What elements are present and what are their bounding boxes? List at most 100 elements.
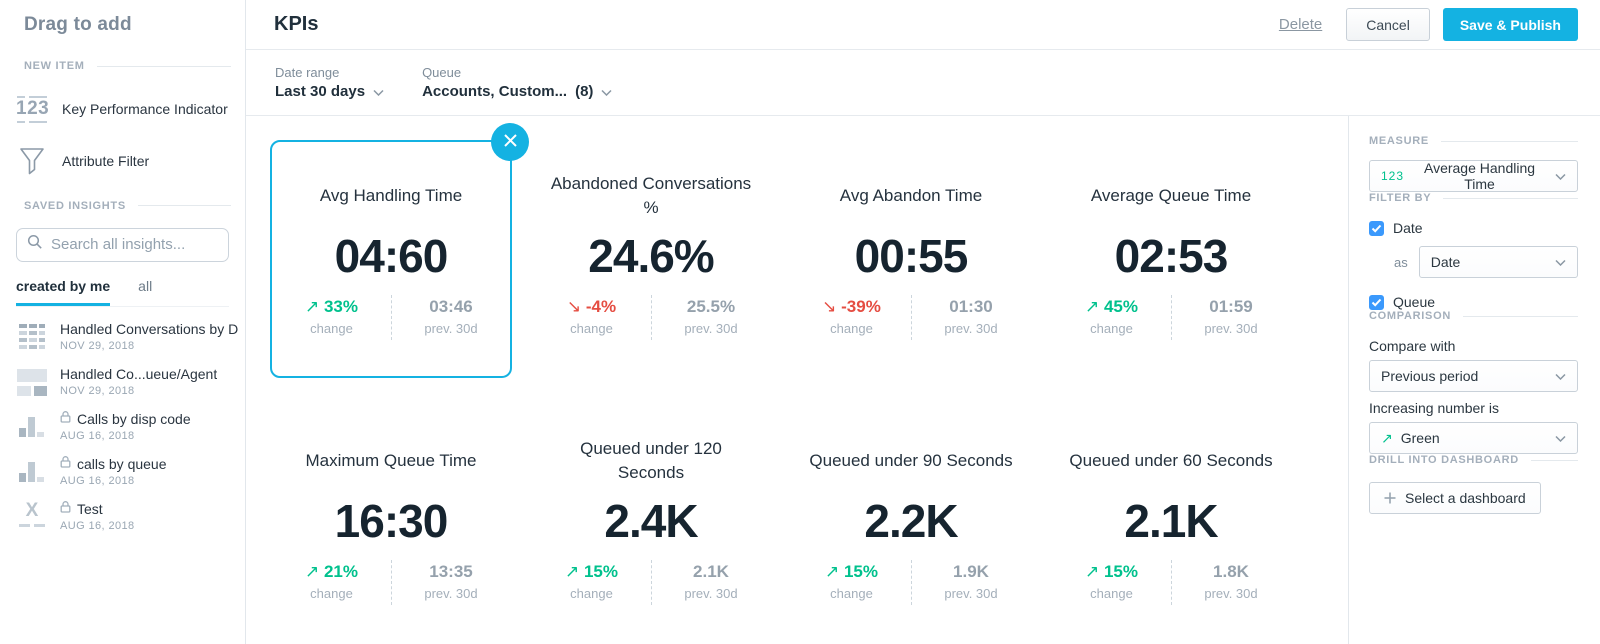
kpi-value: 00:55 — [854, 230, 969, 282]
kpi-previous: 01:30 prev. 30d — [911, 295, 1030, 341]
insight-date: NOV 29, 2018 — [60, 384, 135, 397]
plus-icon — [1384, 492, 1396, 504]
queue-filter-toggle[interactable]: Queue — [1369, 294, 1578, 310]
insight-tabs: created by me all — [16, 278, 229, 307]
kpi-change: ↗ 21% change — [304, 562, 358, 602]
kpi-123-icon: 123 — [16, 96, 49, 123]
config-panel: MEASURE 123 Average Handling Time FILTER… — [1348, 116, 1600, 644]
insight-item[interactable]: Calls by disp code AUG 16, 2018 — [16, 411, 239, 443]
kpi-card-abandoned-conversations[interactable]: Abandoned Conversations % 24.6% ↘ -4% ch… — [530, 140, 772, 378]
chevron-down-icon — [601, 83, 612, 100]
insight-item[interactable]: calls by queue AUG 16, 2018 — [16, 456, 239, 488]
trend-arrow-icon: ↗ — [1084, 297, 1100, 317]
trend-arrow-icon: ↗ — [304, 562, 320, 582]
kpi-card-avg-abandon-time[interactable]: Avg Abandon Time 00:55 ↘ -39% change 01:… — [790, 140, 1032, 378]
insight-item[interactable]: Handled Co...ueue/Agent NOV 29, 2018 — [16, 366, 239, 398]
new-item-kpi[interactable]: 123 Key Performance Indicator — [16, 96, 229, 123]
date-filter-checkbox[interactable] — [1369, 220, 1384, 236]
kpi-title: Avg Handling Time — [319, 186, 463, 206]
kpi-value: 2.4K — [604, 495, 698, 547]
kpi-change: ↗ 33% change — [304, 297, 358, 337]
measure-dropdown[interactable]: 123 Average Handling Time — [1369, 160, 1578, 192]
filter-count: (8) — [575, 83, 594, 100]
kpi-previous: 1.8K prev. 30d — [1171, 560, 1290, 606]
kpi-previous: 03:46 prev. 30d — [391, 295, 510, 341]
trend-arrow-icon: ↗ — [304, 297, 320, 317]
x-dashes-icon: X — [16, 500, 48, 533]
kpi-card-queued-under-120[interactable]: Queued under 120 Seconds 2.4K ↗ 15% chan… — [530, 405, 772, 643]
new-item-kpi-label: Key Performance Indicator — [62, 101, 228, 118]
insight-search — [16, 227, 229, 262]
headline-icon — [16, 366, 48, 398]
bar-chart-icon — [16, 411, 48, 443]
kpi-title: Avg Abandon Time — [839, 186, 983, 206]
new-item-attribute-filter[interactable]: Attribute Filter — [16, 147, 229, 176]
page-title: KPIs — [274, 13, 319, 35]
dashboard-canvas: Avg Handling Time 04:60 ↗ 33% change 03:… — [246, 116, 1348, 644]
delete-button[interactable]: Delete — [1278, 16, 1323, 33]
kpi-card-average-queue-time[interactable]: Average Queue Time 02:53 ↗ 45% change 01… — [1050, 140, 1292, 378]
filter-label: Date range — [275, 65, 340, 80]
kpi-change: ↗ 45% change — [1084, 297, 1138, 337]
table-icon — [16, 321, 48, 353]
filter-value: Accounts, Custom... — [422, 83, 568, 100]
drill-heading: DRILL INTO DASHBOARD — [1369, 454, 1578, 466]
date-granularity-dropdown[interactable]: Date — [1418, 246, 1578, 278]
chevron-down-icon — [1555, 435, 1566, 442]
measure-value: Average Handling Time — [1423, 160, 1536, 192]
kpi-title: Queued under 120 Seconds — [580, 439, 722, 482]
kpi-change: ↗ 15% change — [564, 562, 618, 602]
increasing-number-value: Green — [1400, 430, 1440, 446]
select-dashboard-button[interactable]: Select a dashboard — [1369, 482, 1541, 514]
compare-with-dropdown[interactable]: Previous period — [1369, 360, 1578, 392]
search-input[interactable] — [51, 236, 218, 254]
bar-chart-icon — [16, 456, 48, 488]
insight-date: AUG 16, 2018 — [60, 519, 135, 532]
kpi-card-queued-under-90[interactable]: Queued under 90 Seconds 2.2K ↗ 15% chang… — [790, 405, 1032, 643]
tab-created-by-me[interactable]: created by me — [16, 278, 111, 306]
insight-date: AUG 16, 2018 — [60, 429, 135, 442]
date-granularity-value: Date — [1430, 254, 1461, 270]
cancel-button[interactable]: Cancel — [1346, 8, 1430, 41]
date-filter-toggle[interactable]: Date — [1369, 220, 1578, 236]
increasing-number-label: Increasing number is — [1369, 400, 1499, 416]
queue-filter[interactable]: Queue Accounts, Custom... (8) — [422, 65, 612, 100]
saved-insights-heading: SAVED INSIGHTS — [24, 200, 231, 212]
queue-filter-checkbox[interactable] — [1369, 294, 1384, 310]
filter-label: Queue — [422, 65, 462, 80]
kpi-card-maximum-queue-time[interactable]: Maximum Queue Time 16:30 ↗ 21% change 13… — [270, 405, 512, 643]
kpi-card-queued-under-60[interactable]: Queued under 60 Seconds 2.1K ↗ 15% chang… — [1050, 405, 1292, 643]
chevron-down-icon — [373, 83, 384, 100]
remove-widget-button[interactable] — [491, 123, 529, 161]
comparison-heading: COMPARISON — [1369, 310, 1578, 322]
tab-all[interactable]: all — [138, 277, 153, 294]
new-item-attribute-filter-label: Attribute Filter — [62, 153, 150, 170]
kpi-card-avg-handling-time[interactable]: Avg Handling Time 04:60 ↗ 33% change 03:… — [270, 123, 529, 378]
compare-with-value: Previous period — [1381, 368, 1479, 384]
kpi-value: 02:53 — [1114, 230, 1229, 282]
sidebar: Drag to add NEW ITEM 123 Key Performance… — [0, 0, 246, 644]
content: Avg Handling Time 04:60 ↗ 33% change 03:… — [246, 116, 1600, 644]
measure-heading: MEASURE — [1369, 135, 1578, 147]
trend-arrow-icon: ↗ — [564, 562, 580, 582]
filter-by-heading: FILTER BY — [1369, 192, 1578, 204]
main-area: KPIs Delete Cancel Save & Publish Date r… — [246, 0, 1600, 644]
insight-list: Handled Conversations by D NOV 29, 2018 — [16, 321, 239, 533]
up-arrow-icon: ↗ — [1381, 429, 1393, 446]
insight-item[interactable]: Handled Conversations by D NOV 29, 2018 — [16, 321, 239, 353]
date-range-filter[interactable]: Date range Last 30 days — [275, 65, 384, 100]
lock-icon — [60, 456, 71, 472]
save-publish-button[interactable]: Save & Publish — [1442, 8, 1578, 41]
insight-item[interactable]: X Test AUG 16, 2018 — [16, 500, 239, 533]
increasing-number-dropdown[interactable]: ↗ Green — [1369, 422, 1578, 454]
measure-123-icon: 123 — [1381, 169, 1405, 183]
trend-arrow-icon: ↗ — [1084, 562, 1100, 582]
kpi-previous: 01:59 prev. 30d — [1171, 295, 1290, 341]
insight-date: NOV 29, 2018 — [60, 339, 135, 352]
select-dashboard-label: Select a dashboard — [1405, 490, 1526, 506]
as-label: as — [1394, 254, 1408, 270]
kpi-title: Abandoned Conversations % — [550, 174, 752, 217]
insight-title: Handled Conversations by D — [60, 320, 239, 337]
trend-arrow-icon: ↘ — [822, 297, 837, 317]
